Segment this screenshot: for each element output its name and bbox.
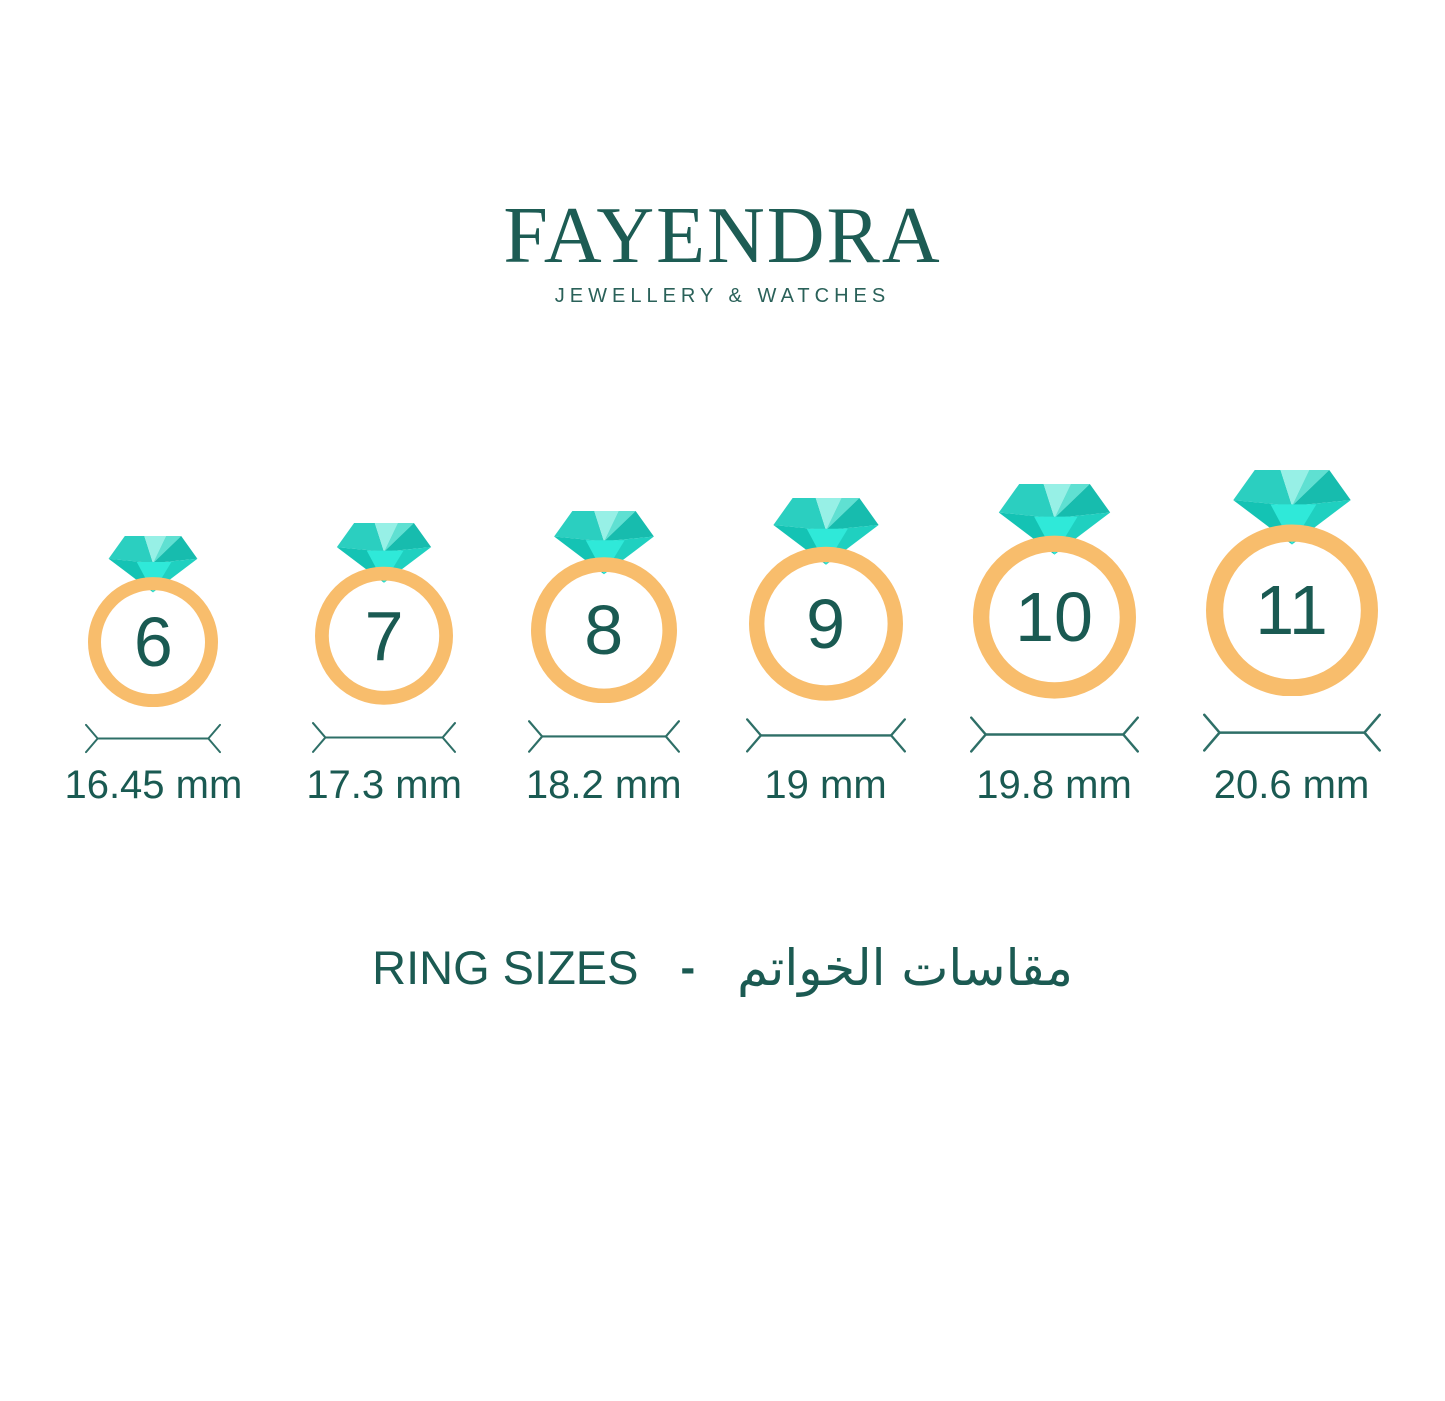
brand-tagline: JEWELLERY & WATCHES <box>554 285 891 307</box>
ring-size-item-10: 10 19.8 mm <box>969 484 1139 807</box>
ring-size-number: 9 <box>806 584 845 663</box>
ring-diameter-label: 18.2 mm <box>525 762 682 807</box>
diameter-measure-arrows-icon <box>1202 713 1381 753</box>
ring-diameter-label: 19 mm <box>764 762 887 807</box>
ring-figure: 11 <box>1206 470 1378 696</box>
ring-figure: 7 <box>315 523 453 705</box>
diameter-measure-arrows-icon <box>85 723 222 753</box>
ring-size-item-9: 9 19 mm <box>745 498 906 807</box>
ring-diameter-label: 19.8 mm <box>976 762 1132 807</box>
ring-size-number: 10 <box>1015 578 1093 657</box>
diameter-measure-arrows-icon <box>745 718 906 753</box>
caption-arabic: مقاسات الخواتم <box>737 938 1073 997</box>
ring-size-item-6: 6 16.45 mm <box>64 536 242 805</box>
ring-size-item-7: 7 17.3 mm <box>306 523 462 805</box>
diameter-measure-arrows-icon <box>969 716 1139 753</box>
caption-latin: RING SIZES <box>372 941 639 995</box>
ring-size-number: 8 <box>584 590 624 669</box>
diameter-measure-arrows-icon <box>527 719 680 753</box>
brand-header: FAYENDRA JEWELLERY & WATCHES <box>0 196 1445 306</box>
ring-size-number: 6 <box>133 602 173 681</box>
caption-separator: - <box>680 942 696 992</box>
ring-size-item-11: 11 20.6 mm <box>1202 470 1381 807</box>
ring-size-chart: FAYENDRA JEWELLERY & WATCHES 6 16.45 mm … <box>0 196 1445 1401</box>
ring-diameter-label: 20.6 mm <box>1213 762 1370 807</box>
caption: RING SIZES - مقاسات الخواتم <box>0 943 1445 993</box>
brand-logo-text: FAYENDRA <box>503 192 942 280</box>
ring-size-item-8: 8 18.2 mm <box>526 511 682 805</box>
ring-figure: 6 <box>88 536 218 707</box>
diameter-measure-arrows-icon <box>312 721 457 753</box>
ring-figure: 8 <box>531 511 677 703</box>
ring-figure: 10 <box>973 484 1136 699</box>
rings-row: 6 16.45 mm 7 17.3 mm 8 18.2 mm 9 <box>0 470 1445 805</box>
ring-figure: 9 <box>749 498 903 701</box>
ring-diameter-label: 16.45 mm <box>64 762 243 807</box>
ring-size-number: 7 <box>364 596 404 675</box>
ring-diameter-label: 17.3 mm <box>306 762 462 807</box>
ring-size-number: 11 <box>1255 571 1328 650</box>
